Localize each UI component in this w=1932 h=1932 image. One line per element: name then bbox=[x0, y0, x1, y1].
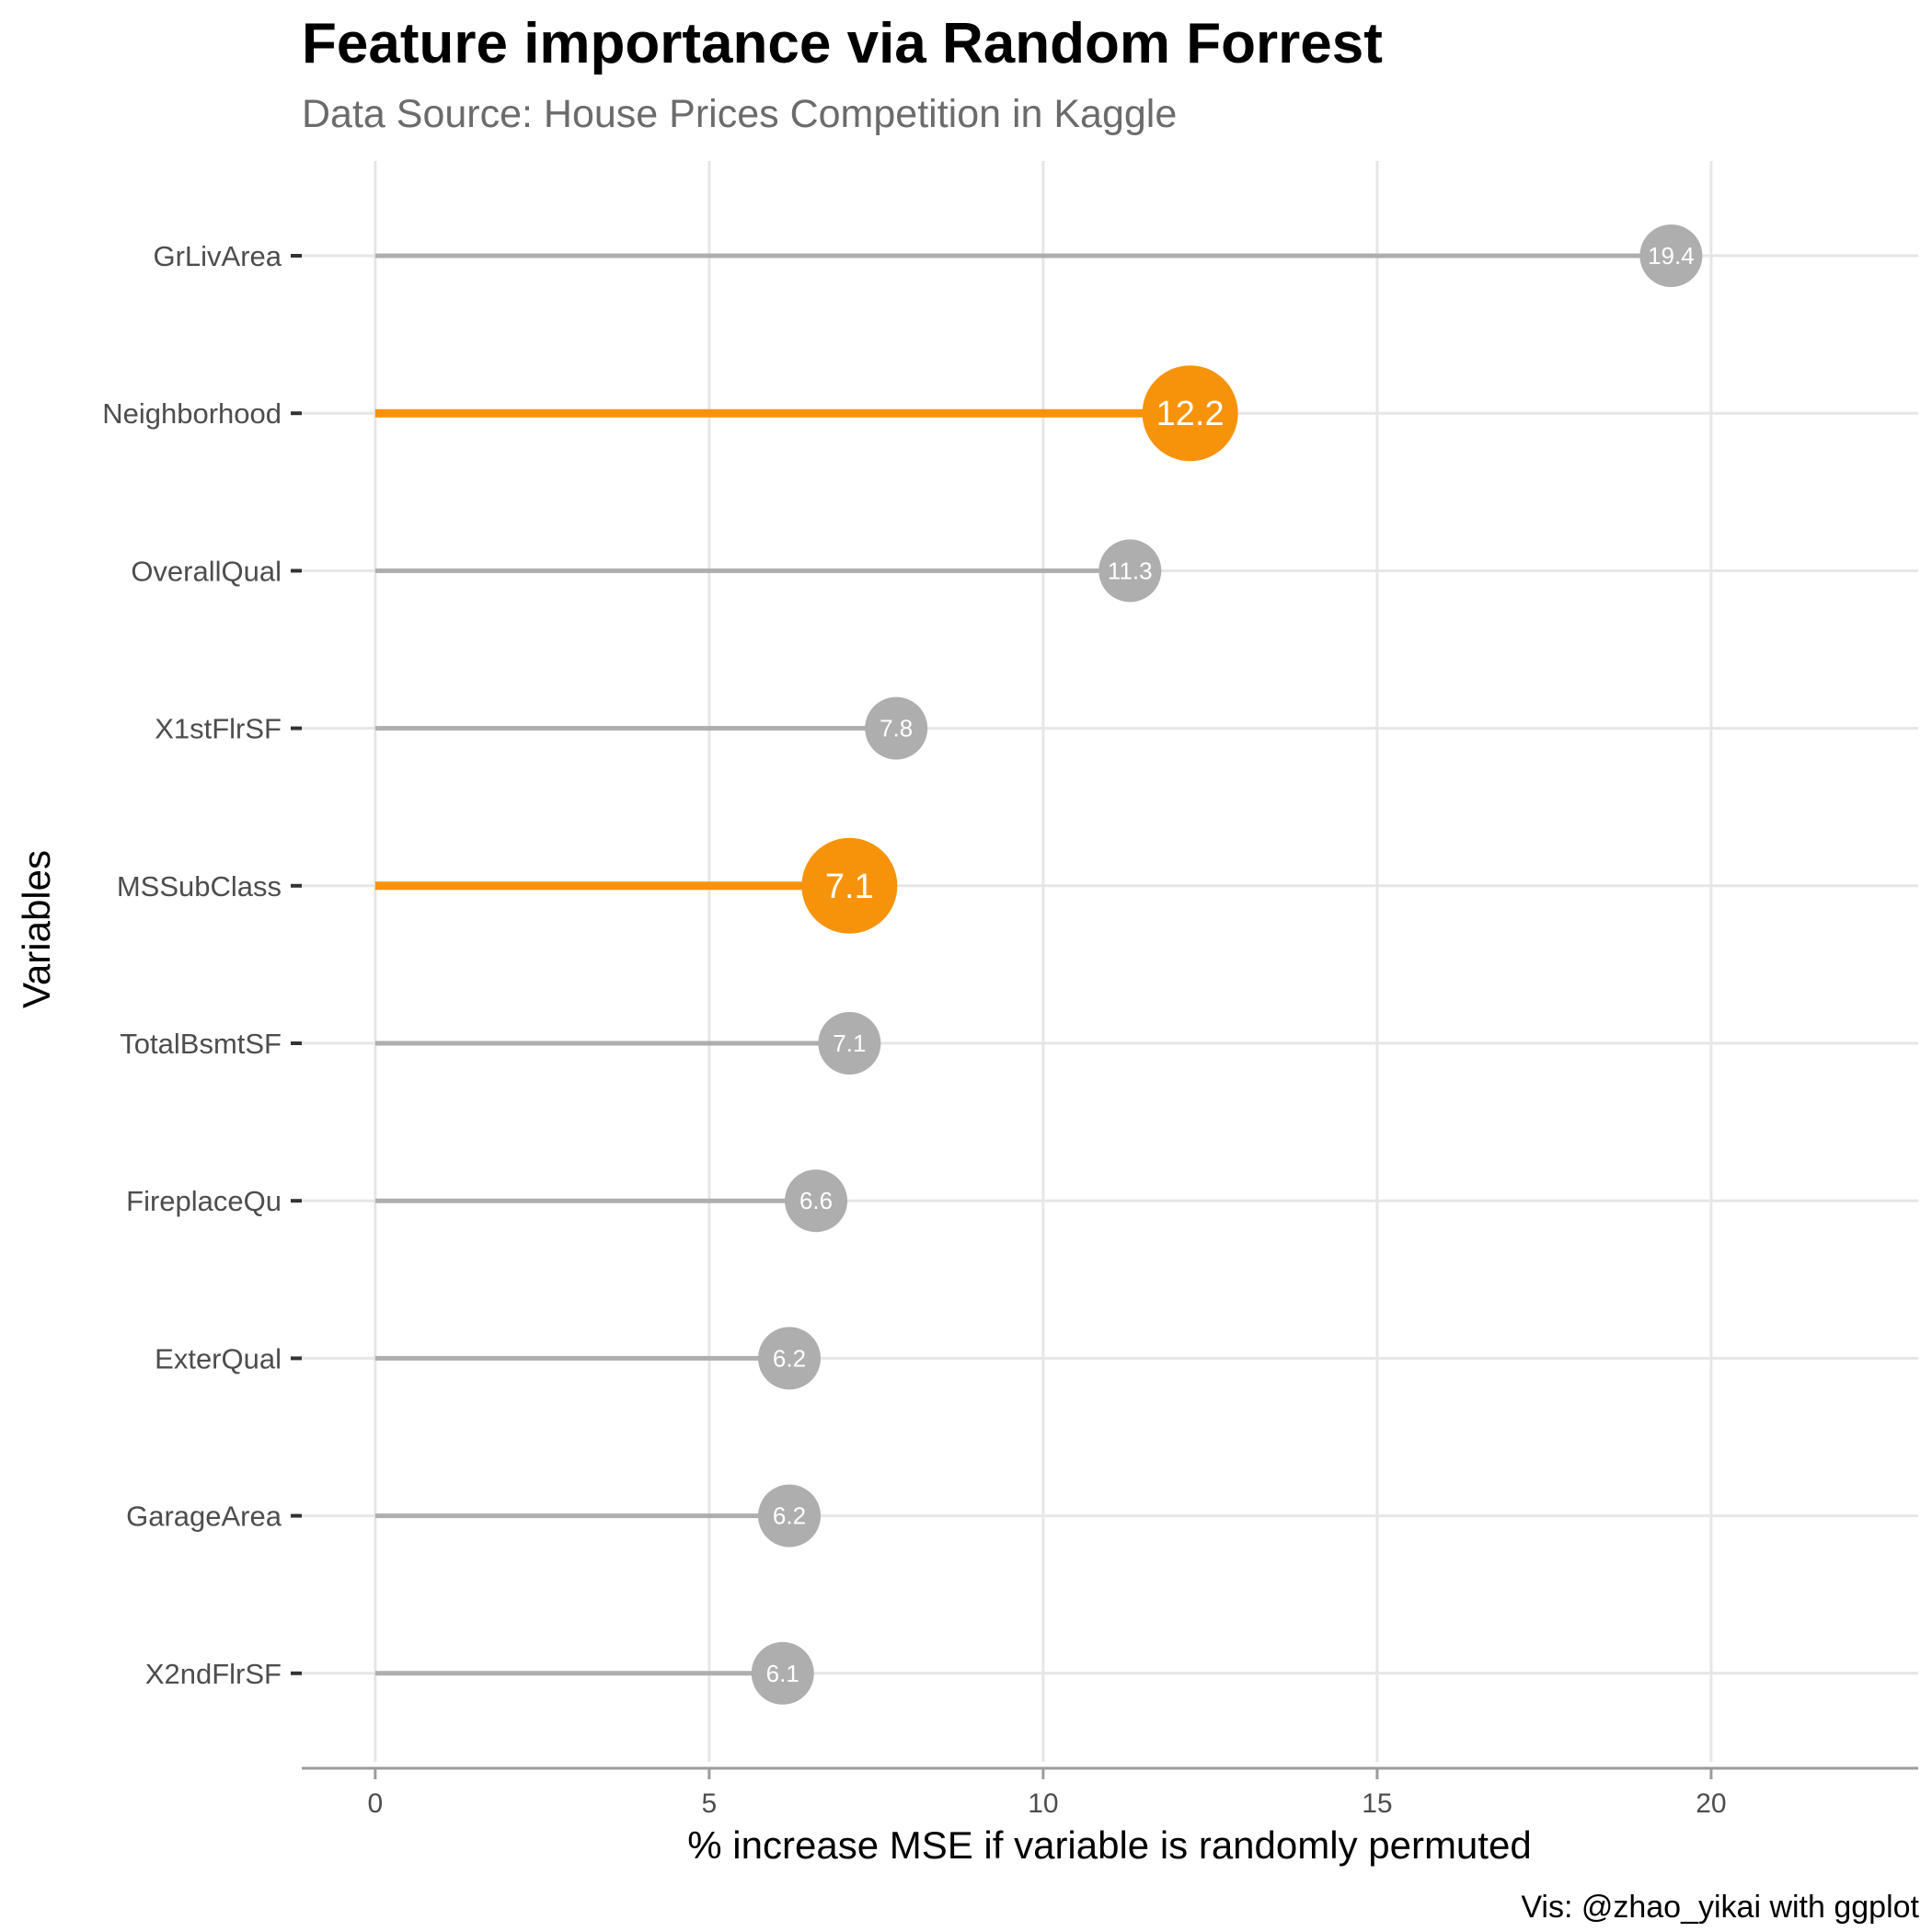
y-tick-label: OverallQual bbox=[131, 555, 282, 587]
data-label: 7.1 bbox=[833, 1029, 866, 1057]
y-tick-label: MSSubClass bbox=[117, 870, 282, 903]
lollipop-dot bbox=[865, 696, 928, 760]
y-tick-label: X1stFlrSF bbox=[155, 713, 282, 745]
y-tick-label: FireplaceQu bbox=[126, 1185, 282, 1217]
x-axis-title: % increase MSE if variable is randomly p… bbox=[687, 1823, 1531, 1867]
data-label: 19.4 bbox=[1648, 242, 1695, 270]
y-tick-label: X2ndFlrSF bbox=[145, 1658, 282, 1690]
data-label: 7.1 bbox=[825, 868, 874, 906]
x-tick-label: 15 bbox=[1362, 1788, 1392, 1819]
axis-layer: 0 5 10 15 20 GrLivArea Neighborhood OverallQual… bbox=[102, 240, 1726, 1819]
lollipop-dot bbox=[1639, 224, 1703, 287]
y-tick-label: GarageArea bbox=[126, 1501, 282, 1533]
data-label: 6.1 bbox=[766, 1660, 799, 1687]
x-tick-label: 20 bbox=[1696, 1788, 1726, 1819]
lollipop-dot bbox=[818, 1012, 881, 1075]
lollipop-dot bbox=[758, 1327, 822, 1390]
lollipop-dot bbox=[758, 1484, 822, 1547]
x-tick-label: 5 bbox=[702, 1788, 718, 1819]
data-label: 7.8 bbox=[880, 715, 913, 742]
lollipop-dot bbox=[1142, 365, 1238, 462]
y-tick-label: TotalBsmtSF bbox=[120, 1028, 282, 1060]
grid-layer bbox=[302, 161, 1918, 1762]
chart-caption: Vis: @zhao_yikai with ggplot bbox=[1521, 1890, 1919, 1925]
lollipop-dot bbox=[785, 1169, 848, 1233]
data-label: 6.2 bbox=[773, 1502, 806, 1530]
lollipop-dot bbox=[1098, 539, 1162, 603]
data-label: 6.2 bbox=[773, 1344, 806, 1372]
lollipop-dot bbox=[751, 1641, 814, 1705]
data-label: 6.6 bbox=[799, 1187, 833, 1214]
data-label: 11.3 bbox=[1108, 557, 1153, 584]
chart-subtitle: Data Source: House Prices Competition in… bbox=[302, 92, 1178, 136]
data-label: 12.2 bbox=[1156, 395, 1225, 433]
chart-title: Feature importance via Random Forrest bbox=[302, 12, 1383, 75]
y-tick-label: Neighborhood bbox=[102, 397, 282, 430]
y-axis-title: Variables bbox=[15, 850, 58, 1008]
x-tick-label: 0 bbox=[368, 1788, 384, 1819]
lollipop-dot bbox=[801, 837, 898, 934]
x-tick-label: 10 bbox=[1028, 1788, 1058, 1819]
y-tick-label: ExterQual bbox=[155, 1342, 282, 1374]
y-tick-label: GrLivArea bbox=[153, 240, 282, 272]
marks-layer: 19.4 12.2 11.3 7.8 7.1 7.1 6.6 6.2 6.2 6.1 bbox=[374, 224, 1703, 1705]
